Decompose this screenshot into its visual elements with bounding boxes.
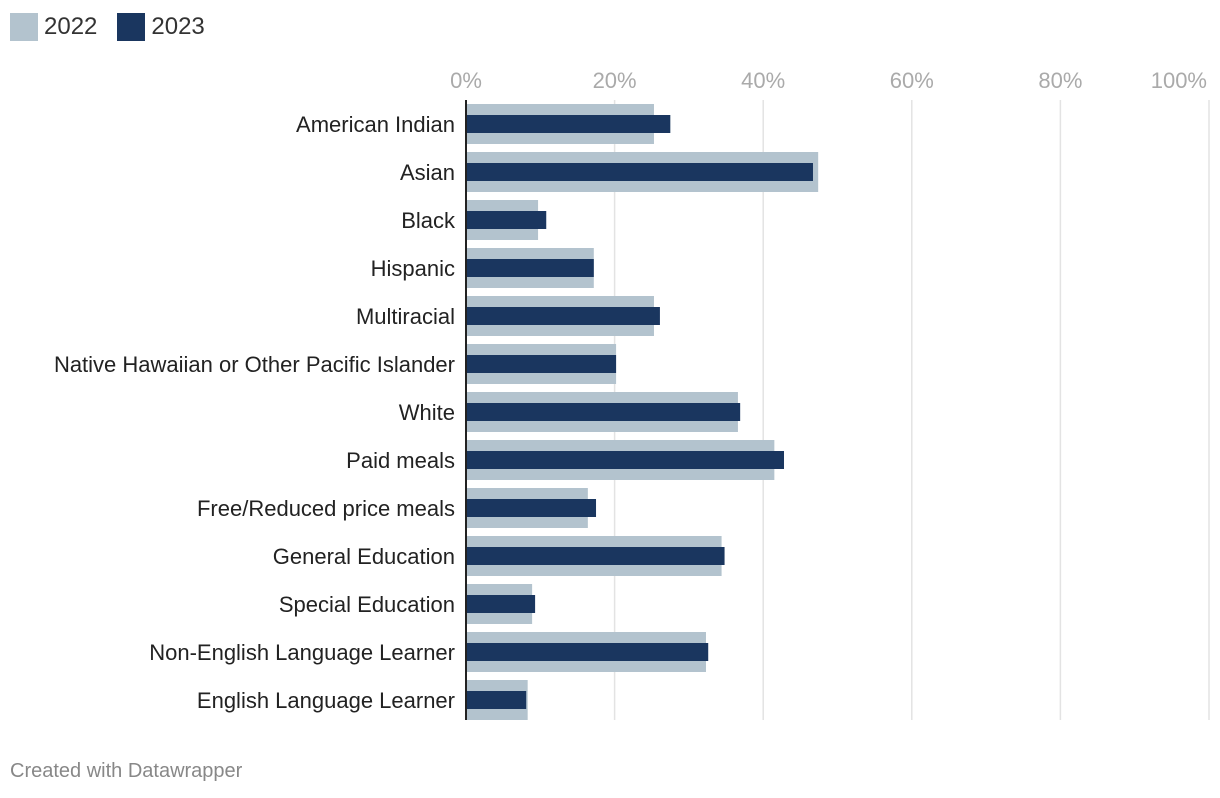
x-tick-label: 80% [1038, 68, 1082, 93]
x-tick-label: 60% [890, 68, 934, 93]
x-tick-label: 100% [1151, 68, 1207, 93]
legend: 2022 2023 [10, 12, 225, 42]
category-label: Special Education [279, 592, 455, 617]
bar-2023 [466, 115, 671, 133]
legend-label-2023: 2023 [151, 13, 205, 40]
bar-2023 [466, 451, 785, 469]
bar-2023 [466, 355, 617, 373]
category-label: American Indian [296, 112, 455, 137]
footer-credit: Created with Datawrapper [10, 760, 243, 782]
bar-2023 [466, 547, 725, 565]
x-tick-label: 0% [450, 68, 482, 93]
category-label: Free/Reduced price meals [197, 496, 455, 521]
bar-2023 [466, 691, 527, 709]
bar-2023 [466, 595, 536, 613]
legend-swatch-2022 [10, 13, 38, 41]
bar-2023 [466, 211, 547, 229]
x-tick-label: 40% [741, 68, 785, 93]
x-tick-label: 20% [593, 68, 637, 93]
legend-item-2022: 2022 [10, 13, 97, 41]
category-label: Hispanic [371, 256, 455, 281]
category-label: Multiracial [356, 304, 455, 329]
category-label: Paid meals [346, 448, 455, 473]
legend-item-2023: 2023 [117, 13, 205, 41]
bar-2023 [466, 499, 597, 517]
category-label: White [399, 400, 455, 425]
category-label: Native Hawaiian or Other Pacific Islande… [54, 352, 455, 377]
bar-2023 [466, 259, 594, 277]
category-label: Non-English Language Learner [149, 640, 455, 665]
bar-2023 [466, 403, 741, 421]
legend-label-2022: 2022 [44, 13, 98, 40]
bar-2023 [466, 163, 813, 181]
category-label: General Education [273, 544, 455, 569]
bar-2023 [466, 643, 709, 661]
category-label: Asian [400, 160, 455, 185]
bar-2023 [466, 307, 660, 325]
legend-swatch-2023 [117, 13, 146, 41]
category-label: English Language Learner [197, 688, 455, 713]
category-label: Black [401, 208, 456, 233]
